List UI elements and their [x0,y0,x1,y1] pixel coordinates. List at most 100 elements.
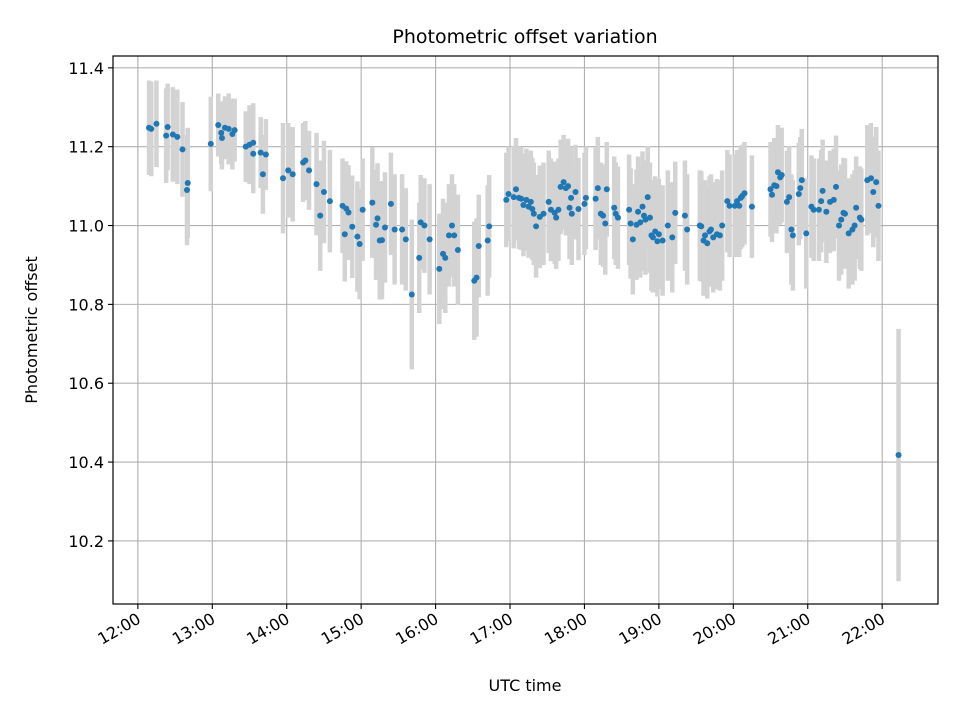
y-tick-label: 11.2 [68,138,104,157]
data-point [611,204,618,211]
data-point [783,198,790,205]
y-axis-label: Photometric offset [22,256,41,404]
data-point [518,195,525,202]
data-point [819,187,826,194]
data-point [741,190,748,197]
data-point [545,198,552,205]
data-point [225,125,232,132]
data-point [183,187,190,194]
data-point [707,226,714,233]
y-tick-label: 10.6 [68,374,104,393]
data-point [684,226,691,233]
data-point [789,232,796,239]
data-point [445,232,452,239]
data-point [262,151,269,158]
data-point [530,210,537,217]
data-point [533,223,540,230]
data-point [836,222,843,229]
y-tick-label: 10.4 [68,453,104,472]
data-point [833,183,840,190]
data-point [644,194,651,201]
data-point [341,231,348,238]
data-point [448,222,455,229]
data-point [841,210,848,217]
data-point [629,236,636,243]
data-point [704,240,711,247]
data-point [285,167,292,174]
data-point [520,202,527,209]
data-point [320,189,327,196]
data-point [853,204,860,211]
data-point [600,212,607,219]
data-point [207,140,214,147]
data-point [568,194,575,201]
y-tick-label: 10.2 [68,532,104,551]
data-point [895,451,902,458]
data-point [681,212,688,219]
data-point [179,146,186,153]
data-point [505,190,512,197]
data-point [523,196,530,203]
data-point [664,222,671,229]
data-point [302,157,309,164]
data-point [858,216,865,223]
data-point [572,189,579,196]
data-point [603,186,610,193]
data-point [642,216,649,223]
data-point [767,186,774,193]
data-point [451,232,458,239]
data-point [473,274,480,281]
data-point [148,125,155,132]
data-point [627,220,634,227]
data-point [484,237,491,244]
data-point [369,199,376,206]
data-point [795,190,802,197]
data-point [512,186,519,193]
data-point [659,237,666,244]
data-point [174,133,181,140]
data-point [815,206,822,213]
data-point [356,241,363,248]
data-point [402,236,409,243]
data-point [436,265,443,272]
data-point [654,238,661,245]
data-point [486,223,493,230]
data-point [637,219,644,226]
data-point [797,185,804,192]
data-point [669,234,676,241]
data-point [649,234,656,241]
data-point [527,198,534,205]
data-point [280,175,287,182]
data-point [553,214,560,221]
data-point [378,237,385,244]
data-point [510,194,517,201]
data-point [153,120,160,127]
data-point [218,135,225,142]
data-point [215,121,222,128]
data-point [250,150,257,157]
data-point [374,215,381,222]
data-point [870,189,877,196]
data-points [146,120,902,458]
data-point [399,226,406,233]
data-point [373,221,380,228]
data-point [635,208,642,215]
data-point [231,127,238,134]
data-point [169,131,176,138]
data-point [719,222,726,229]
data-point [594,185,601,192]
data-point [349,223,356,230]
data-point [560,179,567,186]
data-point [602,220,609,227]
data-point [582,194,589,201]
data-point [557,183,564,190]
data-point [575,205,582,212]
data-point [250,139,257,146]
data-point [851,222,858,229]
data-point [566,204,573,211]
data-point [306,167,313,174]
y-tick-label: 11.4 [68,59,104,78]
data-point [748,203,755,210]
